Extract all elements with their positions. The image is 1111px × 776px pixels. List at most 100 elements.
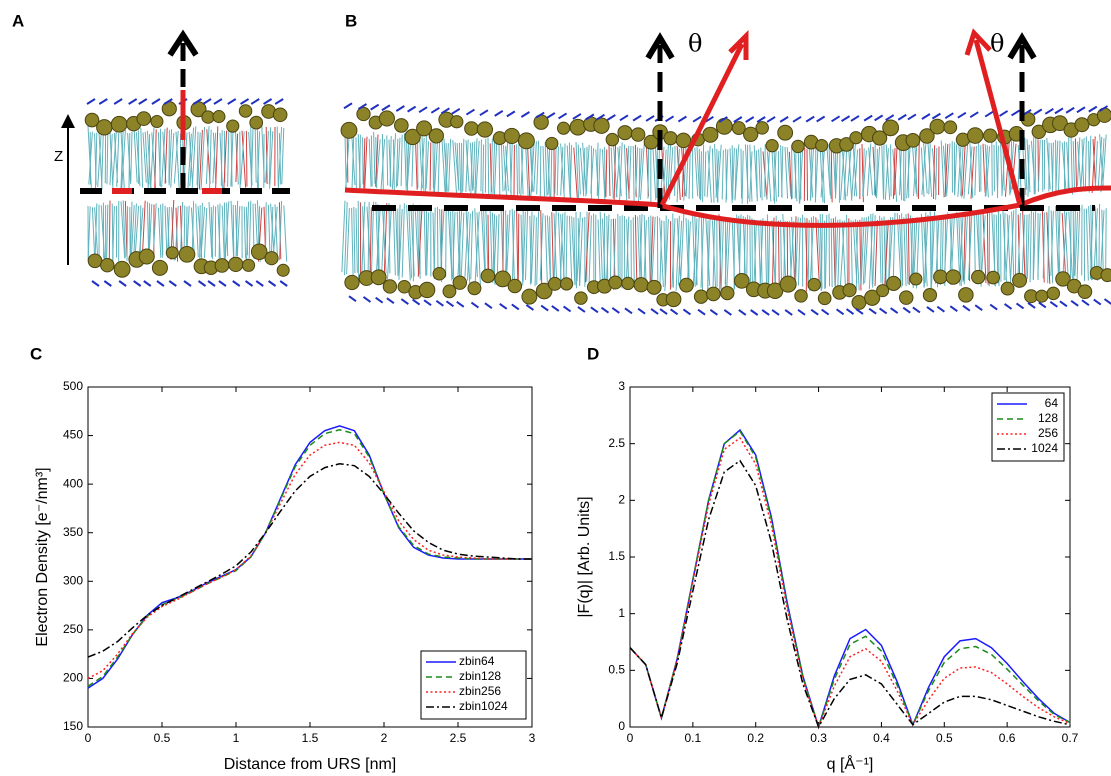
lipid-chain bbox=[610, 147, 614, 199]
lipid-chain bbox=[411, 138, 414, 187]
lipid-chain bbox=[168, 129, 173, 186]
lipid-chain bbox=[433, 207, 436, 277]
lipid-chain bbox=[355, 208, 358, 273]
lipid-chain bbox=[256, 129, 259, 190]
headgroup bbox=[1000, 281, 1015, 296]
lipid-chain bbox=[625, 145, 630, 196]
lipid-chain bbox=[944, 144, 949, 198]
lipid-chain bbox=[995, 214, 999, 284]
nitrogen bbox=[816, 115, 826, 123]
lipid-chain bbox=[353, 206, 356, 274]
lipid-chain bbox=[766, 147, 771, 200]
lipid-chain bbox=[133, 203, 137, 258]
nitrogen bbox=[1011, 109, 1021, 117]
lipid-chain bbox=[960, 217, 964, 282]
headgroup bbox=[899, 290, 914, 305]
lipid-chain bbox=[199, 205, 201, 259]
lipid-chain bbox=[120, 201, 126, 259]
angle-label: θ bbox=[688, 30, 702, 58]
headgroup bbox=[1035, 289, 1049, 303]
lipid-chain bbox=[200, 126, 206, 191]
lipid-chain bbox=[556, 146, 559, 196]
lipid-chain bbox=[517, 213, 520, 286]
nitrogen bbox=[936, 305, 945, 313]
headgroup bbox=[663, 131, 678, 146]
lipid-chain bbox=[511, 210, 515, 284]
nitrogen bbox=[669, 308, 679, 316]
lipid-chain bbox=[265, 131, 269, 183]
panel-label: C bbox=[30, 344, 42, 363]
lipid-chain bbox=[1006, 214, 1012, 285]
lipid-chain bbox=[563, 211, 566, 285]
lipid-chain bbox=[904, 147, 907, 202]
nitrogen bbox=[183, 280, 192, 287]
lipid-chain bbox=[433, 137, 436, 195]
nitrogen bbox=[718, 116, 728, 123]
lipid-chain bbox=[351, 134, 355, 190]
lipid-chain bbox=[389, 136, 392, 187]
lipid-chain bbox=[726, 217, 731, 292]
headgroup bbox=[574, 291, 588, 305]
lipid-chain bbox=[563, 143, 566, 194]
lipid-chain bbox=[830, 218, 833, 288]
lipid-chain bbox=[862, 150, 867, 197]
lipid-chain bbox=[872, 215, 876, 288]
lipid-chain bbox=[346, 207, 350, 275]
headgroup bbox=[249, 115, 264, 130]
nitrogen bbox=[1088, 105, 1098, 113]
lipid-chain bbox=[196, 131, 199, 186]
lipid-chain bbox=[969, 140, 974, 198]
nitrogen bbox=[156, 280, 165, 287]
lipid-chain bbox=[982, 143, 986, 193]
lipid-chain bbox=[364, 136, 368, 192]
lipid-chain bbox=[472, 141, 476, 190]
lipid-chain bbox=[700, 216, 705, 288]
legend-label: 128 bbox=[1038, 411, 1058, 425]
lipid-chain bbox=[381, 205, 387, 274]
nitrogen bbox=[637, 307, 646, 315]
lipid-chain bbox=[860, 217, 863, 285]
lipid-chain bbox=[220, 130, 223, 187]
lipid-chain bbox=[652, 148, 657, 201]
lipid-chain bbox=[120, 128, 124, 189]
lipid-chain bbox=[1076, 137, 1081, 187]
nitrogen bbox=[1049, 301, 1058, 308]
nitrogen bbox=[845, 308, 855, 315]
lipid-chain bbox=[152, 203, 157, 262]
lipid-chain bbox=[791, 216, 796, 286]
lipid-chain bbox=[982, 212, 987, 284]
lipid-chain bbox=[426, 212, 430, 276]
nitrogen bbox=[659, 308, 668, 315]
panel-label: D bbox=[587, 344, 599, 363]
lipid-chain bbox=[458, 142, 462, 196]
x-tick-label: 0.5 bbox=[936, 731, 953, 745]
lipid-chain bbox=[881, 145, 884, 200]
headgroup bbox=[110, 115, 128, 133]
headgroup bbox=[212, 110, 226, 124]
lipid-chain bbox=[671, 218, 676, 288]
lipid-chain bbox=[1062, 212, 1068, 276]
headgroup bbox=[617, 125, 633, 141]
nitrogen bbox=[168, 280, 177, 287]
lipid-chain bbox=[917, 142, 920, 200]
headgroup bbox=[201, 110, 215, 124]
nitrogen bbox=[921, 113, 931, 120]
nitrogen bbox=[902, 306, 911, 314]
lipid-chain bbox=[1061, 213, 1067, 280]
lipid-chain bbox=[991, 142, 993, 196]
lipid-chain bbox=[597, 219, 601, 289]
lipid-chain bbox=[544, 215, 548, 288]
lipid-chain bbox=[714, 144, 717, 196]
nitrogen bbox=[821, 308, 830, 316]
axis-label: Z bbox=[54, 148, 63, 165]
headgroup bbox=[943, 120, 958, 135]
lipid-chain bbox=[661, 148, 666, 201]
lipid-chain bbox=[777, 220, 780, 284]
lipid-chain bbox=[565, 215, 568, 284]
headgroup bbox=[958, 287, 974, 303]
series-line bbox=[87, 428, 532, 687]
lipid-chain bbox=[1077, 141, 1082, 192]
lipid-chain bbox=[1003, 212, 1006, 281]
headgroup bbox=[569, 118, 587, 136]
nitrogen bbox=[879, 307, 888, 315]
